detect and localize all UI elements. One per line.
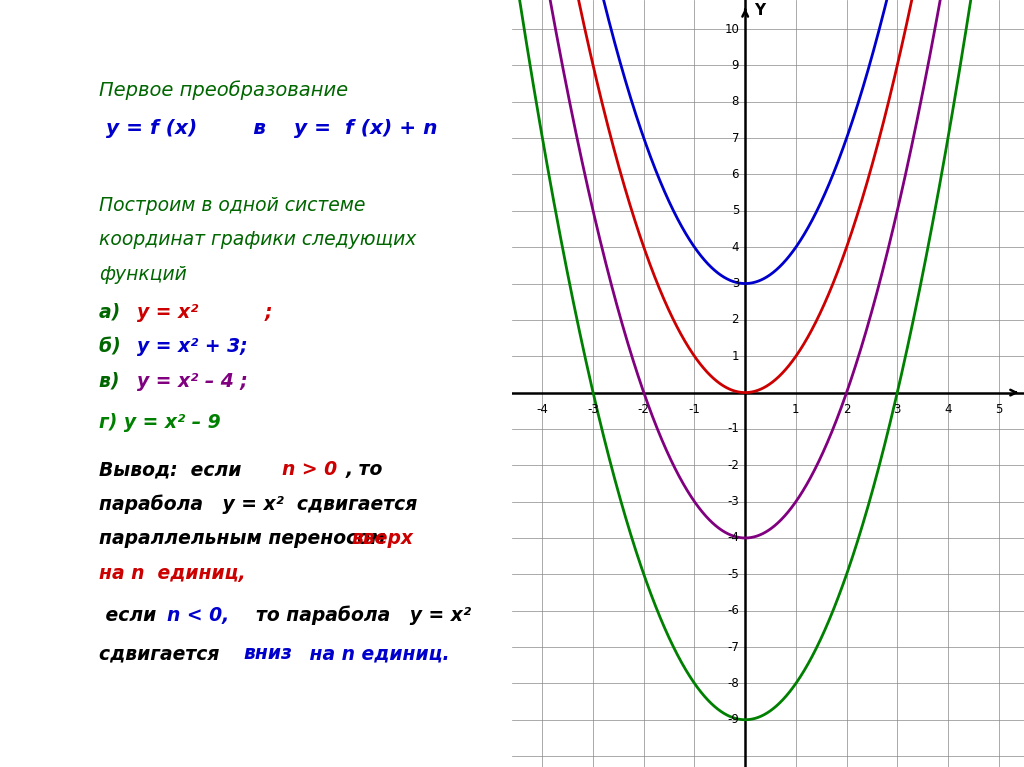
Text: 1: 1 <box>731 350 739 363</box>
Text: 1: 1 <box>793 403 800 416</box>
Text: в): в) <box>99 372 126 391</box>
Text: а): а) <box>99 303 127 322</box>
Text: Первое преобразование: Первое преобразование <box>99 81 348 100</box>
Text: 3: 3 <box>732 277 739 290</box>
Text: 7: 7 <box>731 132 739 145</box>
Text: -1: -1 <box>688 403 700 416</box>
Text: 2: 2 <box>731 314 739 327</box>
Text: 4: 4 <box>944 403 951 416</box>
Text: сдвигается: сдвигается <box>99 644 226 663</box>
Text: то парабола   y = х²: то парабола y = х² <box>244 606 471 626</box>
Text: y = x² – 4 ;: y = x² – 4 ; <box>137 372 248 391</box>
Text: на n  единиц,: на n единиц, <box>99 564 246 583</box>
Text: 4: 4 <box>731 241 739 254</box>
Text: 5: 5 <box>995 403 1002 416</box>
Text: г) y = x² – 9: г) y = x² – 9 <box>99 413 220 432</box>
Text: параллельным переносом: параллельным переносом <box>99 529 385 548</box>
Text: -4: -4 <box>537 403 549 416</box>
Text: если: если <box>99 606 163 625</box>
Text: -2: -2 <box>727 459 739 472</box>
Text: -4: -4 <box>727 532 739 545</box>
Text: -3: -3 <box>587 403 599 416</box>
Text: -7: -7 <box>727 640 739 653</box>
Text: -3: -3 <box>727 495 739 509</box>
Text: , то: , то <box>345 460 383 479</box>
Text: -1: -1 <box>727 423 739 436</box>
Text: 3: 3 <box>894 403 901 416</box>
Text: -8: -8 <box>727 677 739 690</box>
Text: 5: 5 <box>732 204 739 217</box>
Text: Построим в одной системе: Построим в одной системе <box>99 196 366 215</box>
Text: б): б) <box>99 337 127 357</box>
Text: ;: ; <box>264 303 272 322</box>
Text: -2: -2 <box>638 403 650 416</box>
Text: -6: -6 <box>727 604 739 617</box>
Text: 9: 9 <box>731 59 739 72</box>
Text: 6: 6 <box>731 168 739 181</box>
Text: вверх: вверх <box>352 529 414 548</box>
Text: 8: 8 <box>732 95 739 108</box>
Text: парабола   y = х²  сдвигается: парабола y = х² сдвигается <box>99 495 417 515</box>
Text: y = x²: y = x² <box>137 303 199 322</box>
Text: координат графики следующих: координат графики следующих <box>99 230 417 249</box>
Text: Y: Y <box>755 3 765 18</box>
Text: функций: функций <box>99 265 186 284</box>
Text: 2: 2 <box>843 403 850 416</box>
Text: y = f (x)        в    y =  f (x) + n: y = f (x) в y = f (x) + n <box>99 119 437 138</box>
Text: 10: 10 <box>724 22 739 35</box>
Text: на n единиц.: на n единиц. <box>303 644 450 663</box>
Text: -9: -9 <box>727 713 739 726</box>
Text: вниз: вниз <box>244 644 292 663</box>
Text: -5: -5 <box>727 568 739 581</box>
Text: n > 0: n > 0 <box>282 460 337 479</box>
Text: y = x² + 3;: y = x² + 3; <box>137 337 248 357</box>
Text: n < 0,: n < 0, <box>167 606 229 625</box>
Text: Вывод:  если: Вывод: если <box>99 460 242 479</box>
